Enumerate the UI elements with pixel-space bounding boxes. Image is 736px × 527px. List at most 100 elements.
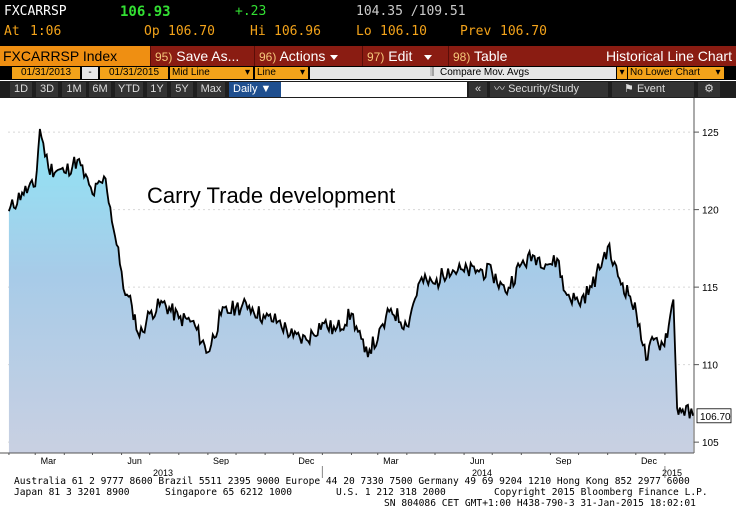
save-as-number: 95) xyxy=(155,50,173,64)
prev-value: 106.70 xyxy=(500,24,547,39)
chart-type-name: Historical Line Chart xyxy=(605,48,732,64)
lower-chart-select[interactable]: No Lower Chart xyxy=(628,67,712,79)
y-tick-label: 120 xyxy=(702,206,719,217)
x-month-label: Dec xyxy=(641,456,658,465)
prev-label: Prev xyxy=(460,24,492,39)
last-value-label: 106.70 xyxy=(700,412,731,423)
end-date-field[interactable]: 01/31/2015 xyxy=(100,67,168,79)
footer-contacts-line1: Australia 61 2 9777 8600 Brazil 5511 239… xyxy=(14,476,690,487)
x-month-label: Dec xyxy=(298,456,315,465)
x-axis-labels: Mar Jun Sep Dec Mar Jun Sep Dec xyxy=(41,456,658,465)
gear-icon[interactable]: ⚙ xyxy=(698,82,720,97)
period-ytd[interactable]: YTD xyxy=(115,82,143,97)
y-tick-label: 115 xyxy=(702,283,718,294)
compare-field[interactable]: ⫼ Compare Mov. Avgs xyxy=(310,67,616,79)
study-icon: 〰 xyxy=(494,83,505,95)
edit-label: Edit xyxy=(388,48,413,64)
start-date-field[interactable]: 01/31/2013 xyxy=(12,67,80,79)
quote-header: FXCARRSP 106.93 +.23 104.35 /109.51 At 1… xyxy=(0,0,736,46)
lo-label: Lo xyxy=(356,24,372,39)
footer-copyright: Copyright 2015 Bloomberg Finance L.P. xyxy=(494,487,708,498)
x-month-label: Mar xyxy=(41,456,57,465)
frequency-blank-field[interactable] xyxy=(281,82,467,97)
actions-number: 96) xyxy=(259,50,277,64)
ticker: FXCARRSP xyxy=(4,4,67,19)
series-line xyxy=(8,128,694,419)
x-year-labels: 2013 2014 2015 xyxy=(153,466,682,478)
period-5y[interactable]: 5Y xyxy=(171,82,193,97)
period-max[interactable]: Max xyxy=(197,82,225,97)
flag-icon: ⚑ xyxy=(624,83,634,95)
chart-style-dropdown-icon[interactable]: ▾ xyxy=(297,67,308,79)
footer-contacts-us: U.S. 1 212 318 2000 xyxy=(336,487,446,498)
at-time: 1:06 xyxy=(30,24,62,39)
event-button[interactable]: ⚑ Event xyxy=(612,82,694,97)
actions-label: Actions xyxy=(279,48,326,64)
table-button[interactable]: 98) Table xyxy=(448,46,524,66)
op-value: 106.70 xyxy=(168,24,215,39)
footer-contacts-singapore: Singapore 65 6212 1000 xyxy=(165,487,293,498)
footer-serial: SN 804086 CET GMT+1:00 H438-790-3 31-Jan… xyxy=(384,498,696,509)
security-study-label: Security/Study xyxy=(508,83,579,95)
period-row: 1D 3D 1M 6M YTD 1Y 5Y Max Daily ▼ « 〰 Se… xyxy=(0,81,736,98)
hi-label: Hi xyxy=(250,24,266,39)
x-year-label: 2015 xyxy=(662,468,682,478)
footer-contacts-japan: Japan 81 3 3201 8900 xyxy=(14,487,130,498)
edit-dropdown-icon xyxy=(424,54,433,60)
lower-chart-dropdown-icon[interactable]: ▾ xyxy=(712,67,724,79)
price-change: +.23 xyxy=(235,4,267,19)
chart-title: Carry Trade development xyxy=(147,183,395,208)
series-area xyxy=(8,129,694,453)
frequency-dropdown-icon: ▼ xyxy=(260,83,272,95)
period-1y[interactable]: 1Y xyxy=(147,82,167,97)
period-1d[interactable]: 1D xyxy=(10,82,32,97)
function-toolbar: FXCARRSP Index 95) Save As... 96) Action… xyxy=(0,46,736,66)
security-study-button[interactable]: 〰 Security/Study xyxy=(490,82,608,97)
table-label: Table xyxy=(473,48,508,64)
chart-area: 105 110 115 120 125 106.70 Carry Trade devel… xyxy=(0,98,736,455)
compare-dropdown-icon[interactable]: ▾ xyxy=(617,67,627,79)
date-separator: - xyxy=(82,67,98,79)
settings-row: 01/31/2013 - 01/31/2015 Mid Line ▾ Line … xyxy=(0,66,736,80)
y-tick-label: 105 xyxy=(702,438,719,449)
price-field-select[interactable]: Mid Line xyxy=(170,67,242,79)
x-year-label: 2014 xyxy=(472,468,492,478)
lo-value: 106.10 xyxy=(380,24,427,39)
frequency-label: Daily xyxy=(233,83,258,95)
y-axis-ticks: 105 110 115 120 125 xyxy=(694,128,719,449)
actions-dropdown-icon xyxy=(330,54,339,60)
price-field-dropdown-icon[interactable]: ▾ xyxy=(242,67,253,79)
x-month-label: Jun xyxy=(470,456,485,465)
compare-label: Compare Mov. Avgs xyxy=(440,67,530,78)
last-price: 106.93 xyxy=(120,4,171,20)
edit-number: 97) xyxy=(367,50,385,64)
hi-value: 106.96 xyxy=(274,24,321,39)
y-tick-label: 125 xyxy=(702,128,719,139)
period-1m[interactable]: 1M xyxy=(62,82,86,97)
security-title[interactable]: FXCARRSP Index xyxy=(0,46,150,66)
table-number: 98) xyxy=(453,50,471,64)
chart-style-select[interactable]: Line xyxy=(255,67,297,79)
y-tick-label: 110 xyxy=(702,361,718,372)
actions-button[interactable]: 96) Actions xyxy=(254,46,349,66)
save-as-label: Save As... xyxy=(176,48,240,64)
x-month-label: Sep xyxy=(556,456,572,465)
edit-button[interactable]: 97) Edit xyxy=(362,46,438,66)
period-3d[interactable]: 3D xyxy=(36,82,58,97)
x-year-label: 2013 xyxy=(153,468,173,478)
frequency-select[interactable]: Daily ▼ xyxy=(229,82,281,97)
save-as-button[interactable]: 95) Save As... xyxy=(150,46,246,66)
last-value-marker: 106.70 xyxy=(696,408,732,424)
x-month-label: Jun xyxy=(127,456,142,465)
line-chart: 105 110 115 120 125 106.70 Carry Trade devel… xyxy=(0,98,736,455)
period-6m[interactable]: 6M xyxy=(89,82,111,97)
x-axis-ticks xyxy=(8,453,666,455)
price-range: 104.35 /109.51 xyxy=(356,4,466,19)
x-month-label: Sep xyxy=(213,456,229,465)
op-label: Op xyxy=(144,24,160,39)
at-label: At xyxy=(4,24,20,39)
x-month-label: Mar xyxy=(383,456,399,465)
event-label: Event xyxy=(636,83,666,95)
collapse-button[interactable]: « xyxy=(469,82,487,97)
last-value-box xyxy=(696,408,732,424)
